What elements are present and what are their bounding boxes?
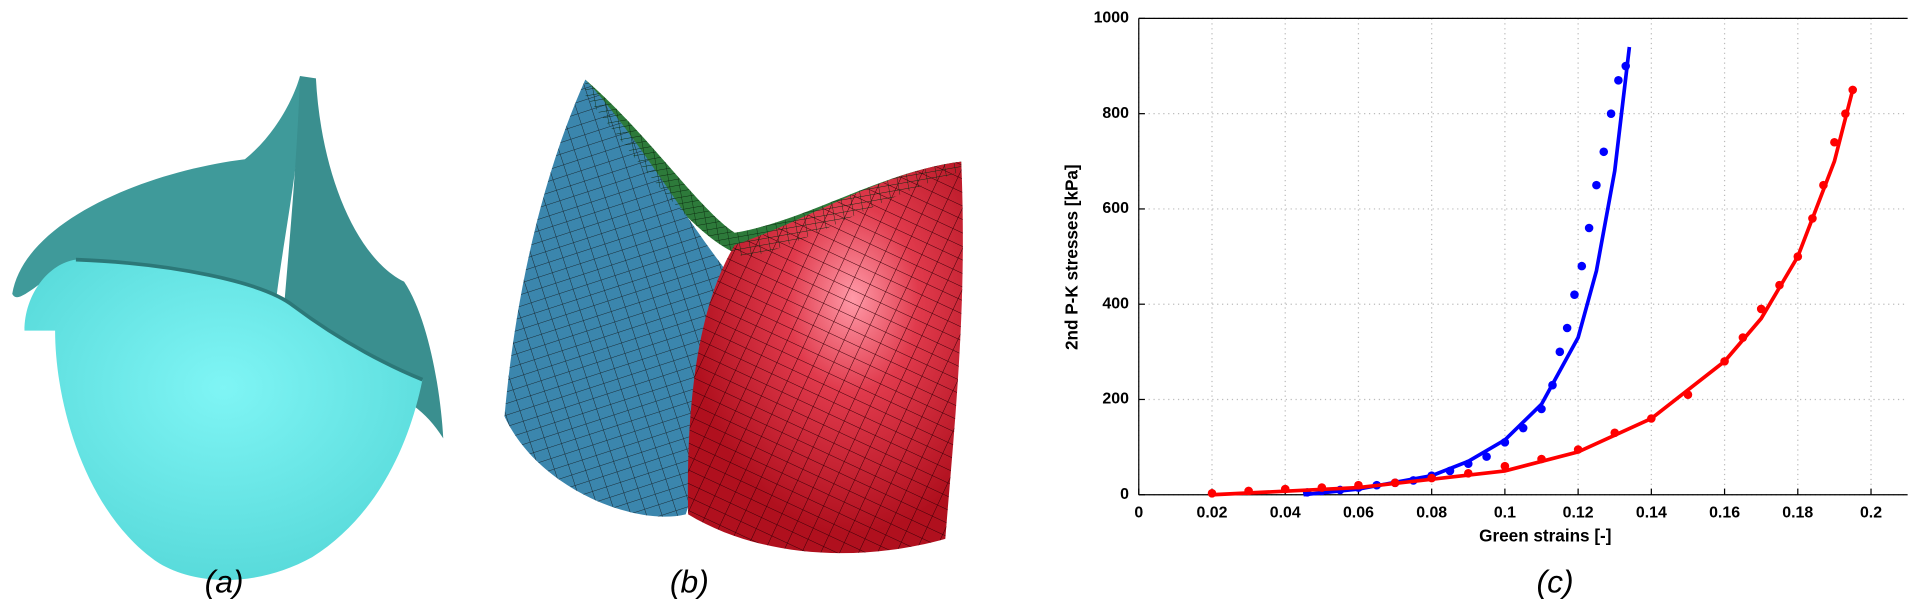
y-tick-label: 200 bbox=[1102, 391, 1129, 408]
x-tick-label: 0.14 bbox=[1636, 504, 1667, 521]
x-tick-label: 0.04 bbox=[1270, 504, 1301, 521]
data-point bbox=[1555, 347, 1565, 357]
x-tick-label: 0.16 bbox=[1709, 504, 1740, 521]
plot-area bbox=[1138, 18, 1908, 495]
data-point bbox=[1756, 304, 1766, 314]
x-tick-label: 0.08 bbox=[1416, 504, 1447, 521]
panel-label: (a) bbox=[205, 564, 244, 600]
data-point bbox=[1482, 452, 1491, 461]
panel-label: (c) bbox=[1537, 564, 1574, 600]
x-tick-label: 0.1 bbox=[1494, 504, 1516, 521]
data-point bbox=[1570, 290, 1579, 299]
leaflet-rendering-b bbox=[504, 79, 963, 554]
x-tick-label: 0.18 bbox=[1782, 504, 1813, 521]
data-point bbox=[1599, 147, 1609, 157]
data-point bbox=[1562, 323, 1572, 333]
data-point bbox=[1830, 137, 1839, 147]
y-tick-label: 1000 bbox=[1094, 10, 1130, 27]
fit-line bbox=[1211, 89, 1855, 497]
y-axis-label: 2nd P-K stresses [kPa] bbox=[1062, 164, 1082, 350]
x-tick-label: 0.2 bbox=[1860, 504, 1882, 521]
x-axis-label: Green strains [-] bbox=[1479, 525, 1611, 545]
y-tick-label: 600 bbox=[1102, 200, 1129, 217]
y-tick-label: 400 bbox=[1102, 295, 1129, 312]
data-point bbox=[1577, 261, 1587, 271]
y-tick-label: 800 bbox=[1102, 105, 1129, 122]
x-tick-label: 0 bbox=[1134, 504, 1143, 521]
x-tick-label: 0.06 bbox=[1343, 504, 1374, 521]
y-tick-label: 0 bbox=[1120, 486, 1129, 503]
x-tick-label: 0.02 bbox=[1197, 504, 1228, 521]
data-point bbox=[1500, 461, 1510, 471]
x-tick-label: 0.12 bbox=[1563, 504, 1594, 521]
data-point bbox=[1606, 109, 1616, 118]
data-point bbox=[1592, 180, 1601, 190]
data-point bbox=[1614, 76, 1623, 85]
panel-label: (b) bbox=[670, 564, 709, 600]
data-point bbox=[1584, 223, 1594, 233]
leaflet-rendering-a bbox=[12, 75, 444, 581]
